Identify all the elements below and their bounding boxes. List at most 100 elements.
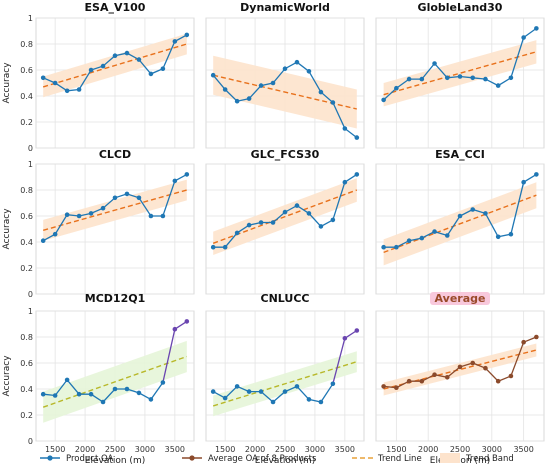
data-point [483,365,488,371]
data-point [136,390,142,396]
y-tick-label: 0.4 [20,92,33,101]
data-point [282,389,288,394]
data-point [112,195,118,201]
data-point [160,66,166,71]
panel-title: GlobleLand30 [418,1,503,14]
y-tick-label: 0.2 [20,411,33,420]
data-point [64,377,70,383]
x-tick-label: 1500 [386,445,406,454]
x-tick-label: 2500 [450,445,470,454]
x-tick-label: 3000 [135,445,155,454]
data-point [419,235,425,241]
panel-title: CNLUCC [261,292,310,305]
trend-line [212,361,358,407]
data-point [470,207,476,212]
data-point [318,224,324,229]
y-tick-label: 0.8 [20,333,33,342]
data-point [124,50,130,56]
legend-item: Trend Line [352,454,422,464]
data-point [222,244,228,250]
data-point [148,71,154,77]
data-point [495,234,501,240]
data-point [330,381,336,387]
panel-globleland30: GlobleLand30 [375,1,545,149]
data-point [100,205,106,211]
panel-esa_cci: ESA_CCI [375,148,545,295]
data-point [76,213,82,219]
data-point [100,399,106,405]
y-tick-label: 1 [28,14,33,23]
data-point [457,364,463,370]
data-point [210,244,216,250]
panel-title: ESA_V100 [85,1,146,14]
title-highlight [430,292,490,305]
data-point [52,231,58,237]
data-point [394,385,399,391]
data-point [64,212,70,217]
data-point [40,75,46,81]
data-point [52,80,58,86]
y-tick-label: 0.4 [20,238,33,247]
data-point [457,74,463,79]
data-point [124,191,130,197]
data-point [381,97,386,103]
legend-marker [47,455,53,461]
panel-dynamicworld: DynamicWorld [205,1,365,149]
legend-label: Trend Line [377,454,422,464]
data-point [210,389,216,394]
data-point [432,61,437,66]
data-point [40,391,46,397]
panel-average: Average15002000250030003500Elevation (m) [375,292,545,466]
data-point [495,83,501,88]
data-point [342,336,348,341]
trend-line [42,189,188,231]
y-axis-label: Accuracy [2,62,12,104]
x-axis-label: Elevation (m) [255,456,315,466]
data-point [444,375,450,380]
data-point [64,88,70,94]
panel-glc_fcs30: GLC_FCS30 [205,148,365,295]
panel-title: DynamicWorld [240,1,330,14]
data-point [534,334,539,340]
data-point [270,220,276,225]
data-point [508,373,514,379]
x-tick-label: 3500 [165,445,185,454]
panel-cnlucc: CNLUCC 1500 2000 2500 3000 3500 Elevation (m) [205,292,365,466]
y-tick-label: 0.4 [20,385,33,394]
legend-label: Average OA of 8 Products [208,454,317,464]
data-point [184,319,190,324]
x-tick-label: 2500 [275,445,295,454]
x-tick-label: 2500 [105,445,125,454]
data-point [342,179,348,185]
panel-title: GLC_FCS30 [251,148,320,161]
x-tick-label: 1500 [45,445,65,454]
y-axis-label: Accuracy [2,355,12,397]
panel-title: Average [435,292,486,305]
data-point [354,135,360,140]
data-point [234,98,240,104]
data-point [306,211,312,216]
panel-title: ESA_CCI [435,148,485,161]
data-point [172,178,178,184]
data-point [419,378,425,384]
data-point [172,39,178,44]
data-point [318,399,324,405]
data-point [294,384,300,389]
y-tick-label: 0 [28,437,33,446]
y-axis-label: Accuracy [2,208,12,250]
data-point [495,378,501,384]
data-point [222,395,228,401]
data-point [483,211,488,216]
data-point [136,195,142,201]
data-point [521,339,526,345]
data-point [294,59,300,65]
data-point [330,100,336,105]
legend-label: Product OA [66,454,114,464]
y-tick-label: 0 [28,144,33,153]
data-point [270,399,276,405]
data-point [381,384,386,389]
legend-item: Product OA [40,454,114,464]
data-point [148,397,154,402]
panel-esa_v100: ESA_V100 0 0.2 0.4 0.6 0.8 1 Accuracy [2,1,195,153]
data-point [354,328,360,333]
